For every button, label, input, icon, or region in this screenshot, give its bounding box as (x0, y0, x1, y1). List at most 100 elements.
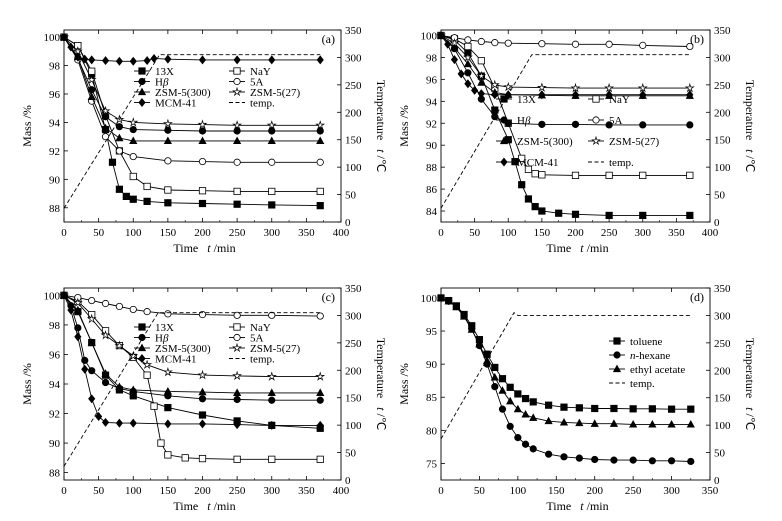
data-point (667, 405, 676, 413)
data-point (164, 404, 172, 412)
x-tick-label: 50 (469, 227, 481, 239)
y-tick-label: 94 (49, 379, 61, 391)
data-point (316, 202, 324, 210)
data-point (86, 74, 97, 84)
legend-marker (138, 354, 146, 363)
data-point (197, 369, 208, 380)
data-point (100, 105, 111, 116)
data-point (233, 127, 241, 135)
data-point (198, 395, 207, 403)
data-point (143, 182, 151, 191)
legend-label-7: temp. (609, 157, 634, 169)
legend-marker (233, 333, 241, 342)
x-axis-label: Time t /min (546, 241, 608, 255)
data-point (667, 457, 676, 465)
y-tick-label: 88 (49, 203, 61, 215)
legend-item-1: NaY (229, 322, 271, 334)
x-tick-label: 100 (125, 485, 142, 497)
y-tick-label: 94 (426, 96, 438, 108)
legend-marker (138, 323, 146, 331)
legend-item-7: temp. (229, 354, 275, 366)
data-point (87, 92, 96, 100)
y2-tick-label: 50 (714, 190, 726, 202)
legend-label-1: NaY (250, 322, 271, 334)
x-tick-label: 200 (194, 485, 211, 497)
plot-frame (440, 287, 711, 481)
data-point (571, 40, 580, 48)
x-tick-label: 200 (194, 227, 211, 239)
series-6 (437, 31, 694, 100)
series-2 (436, 293, 695, 428)
data-point (464, 79, 472, 89)
legend-label-5: ZSM-5(27) (609, 136, 659, 148)
y-tick-label: 86 (426, 184, 438, 196)
x-tick-label: 300 (264, 227, 281, 239)
data-point (605, 40, 613, 48)
data-point (545, 401, 553, 409)
y-tick-label: 92 (426, 118, 437, 130)
data-point (81, 54, 89, 64)
y-axis-label: Mass /% (20, 363, 34, 405)
data-point (491, 90, 499, 100)
data-point (129, 418, 137, 428)
data-point (571, 90, 580, 100)
data-point (60, 32, 68, 42)
data-point (518, 181, 526, 189)
legend-item-5: ZSM-5(27) (229, 86, 300, 99)
legend-label-4: ZSM-5(300) (155, 343, 211, 355)
y2-axis-label: Temperature t /℃ (374, 338, 388, 431)
data-point (477, 78, 486, 86)
data-point (150, 402, 158, 410)
data-point (648, 457, 656, 465)
series-3 (60, 33, 324, 166)
data-point (108, 158, 117, 166)
y2-tick-label: 0 (714, 217, 720, 229)
y2-tick-label: 250 (714, 80, 731, 92)
y2-tick-label: 200 (345, 107, 362, 119)
y2-tick-label: 300 (714, 52, 731, 64)
legend-label-7: temp. (250, 354, 275, 366)
y2-tick-label: 300 (714, 310, 731, 322)
data-point (101, 56, 110, 66)
data-point (233, 388, 242, 396)
series-line (63, 312, 321, 467)
data-point (233, 200, 241, 208)
data-point (164, 157, 172, 165)
y2-tick-label: 250 (345, 80, 362, 92)
legend-marker (500, 116, 508, 124)
y2-tick-label: 250 (345, 338, 362, 350)
panel-label: (a) (322, 32, 335, 46)
legend-label-6: MCM-41 (517, 157, 559, 169)
legend-label-4: ZSM-5(300) (155, 87, 211, 99)
y-tick-label: 100 (44, 32, 61, 44)
data-point (637, 82, 648, 93)
x-tick-label: 50 (474, 485, 486, 497)
chart-panel-c: 0 50 100 150 200 250 300 350 400 88 90 92 94 96 98 100 0… (20, 283, 388, 513)
data-point (143, 371, 151, 379)
data-point (648, 419, 657, 428)
data-point (101, 417, 110, 427)
legend-label-3: 5A (250, 333, 264, 345)
legend-item-2: Hβ (134, 77, 169, 89)
x-tick-label: 50 (93, 485, 105, 497)
data-point (639, 41, 647, 49)
data-point (591, 404, 599, 413)
data-point (129, 125, 137, 134)
y2-tick-label: 100 (714, 162, 731, 174)
data-point (529, 413, 538, 421)
legend-marker (232, 342, 242, 353)
y-tick-label: 90 (49, 438, 61, 450)
data-point (316, 312, 324, 320)
legend-marker (233, 67, 241, 75)
legend-marker (500, 95, 508, 103)
y2-tick-label: 250 (714, 338, 731, 350)
data-point (457, 69, 465, 79)
data-point (164, 126, 172, 134)
y-tick-label: 92 (49, 146, 60, 158)
data-point (266, 120, 277, 130)
x-tick-label: 150 (534, 227, 551, 239)
data-point (444, 39, 452, 49)
series-7 (63, 312, 321, 467)
x-axis-label: Time t /min (173, 241, 235, 255)
